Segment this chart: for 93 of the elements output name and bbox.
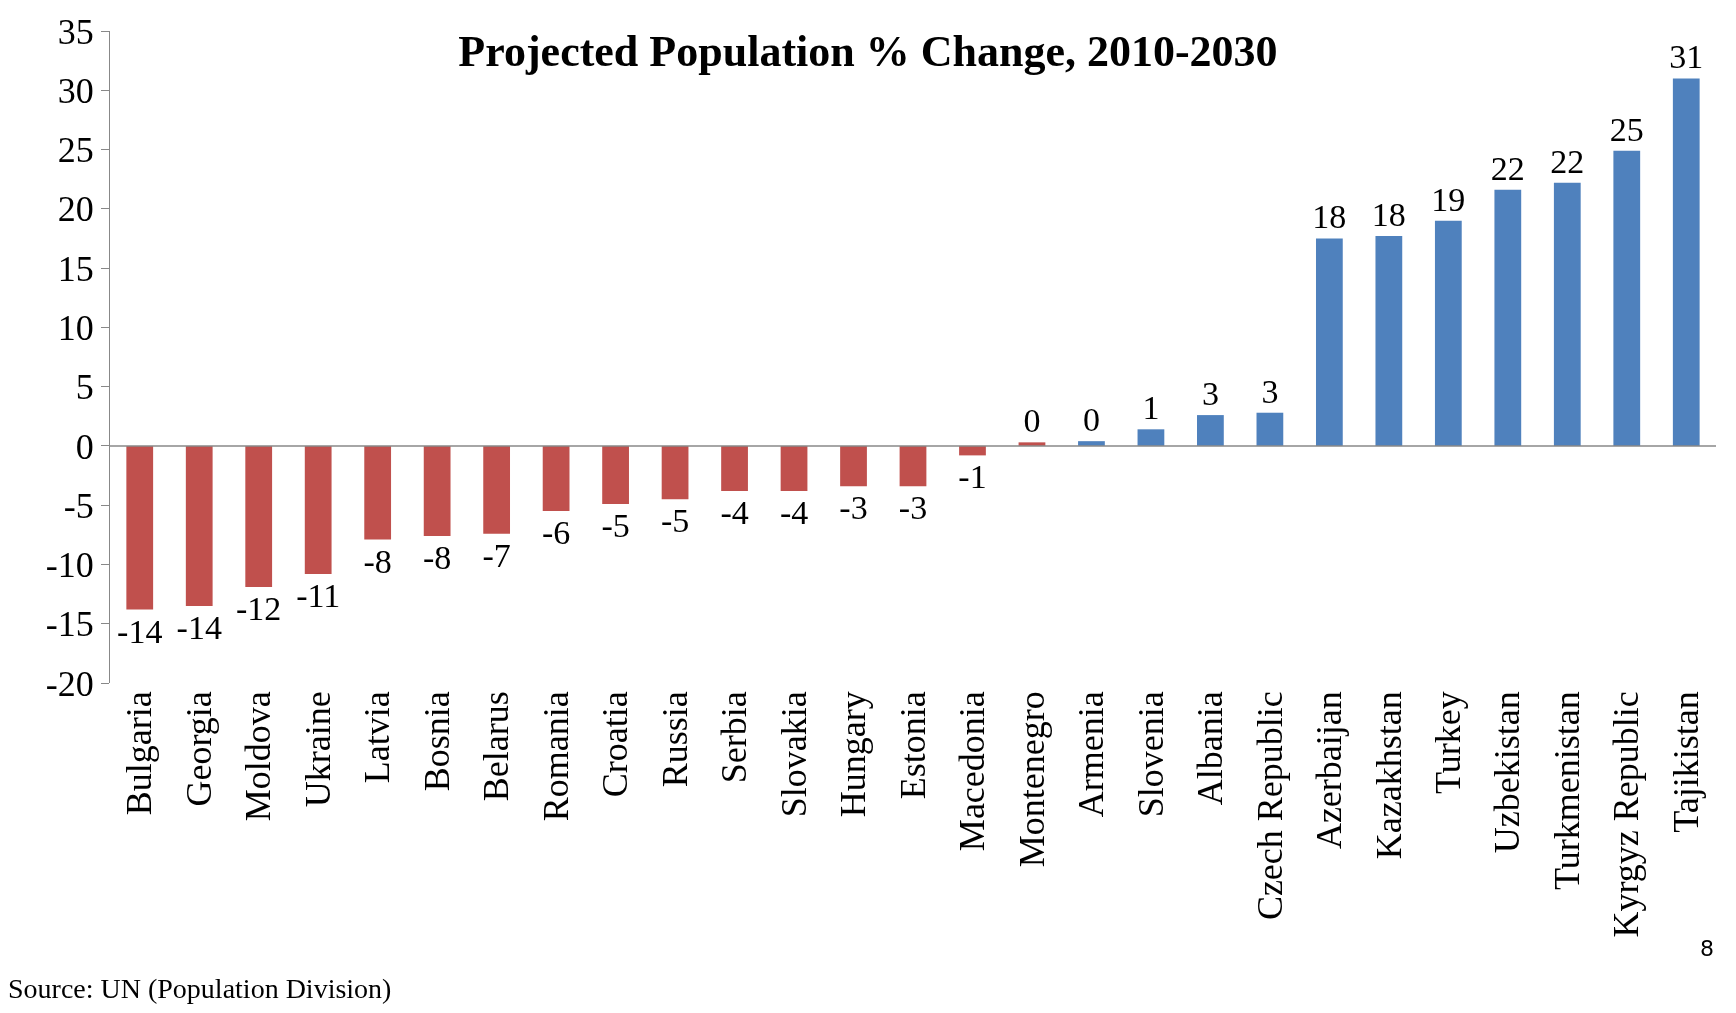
bar	[185, 445, 213, 606]
data-label: -8	[363, 542, 392, 580]
x-tick-label: Hungary	[833, 691, 874, 818]
x-tick-label: Turkey	[1428, 691, 1469, 794]
x-tick-label: Azerbaijan	[1309, 691, 1350, 850]
x-tick-label: Georgia	[178, 691, 219, 807]
data-label: 22	[1550, 142, 1585, 180]
y-tick-label: 15	[57, 248, 94, 289]
x-tick-label: Uzbekistan	[1487, 691, 1528, 854]
data-label: 25	[1609, 110, 1644, 148]
data-label: -11	[296, 576, 341, 614]
data-label: -12	[236, 589, 282, 627]
data-label: -5	[601, 507, 630, 544]
y-tick-label: 30	[57, 70, 94, 111]
text: 8	[1700, 936, 1714, 961]
bar	[721, 445, 748, 491]
x-tick-label: Slovenia	[1130, 691, 1171, 818]
data-label: 0	[1082, 401, 1100, 439]
x-tick-label: Romania	[535, 691, 576, 822]
y-tick-label: 20	[57, 189, 94, 230]
data-label: 0	[1023, 402, 1041, 440]
bar	[1613, 150, 1641, 446]
data-label: -5	[660, 502, 690, 540]
data-label: 18	[1371, 196, 1406, 234]
x-tick-label: Estonia	[892, 691, 933, 800]
x-tick-label: Kazakhstan	[1368, 691, 1409, 860]
x-tick-label: Ukraine	[297, 691, 338, 808]
data-label: -4	[720, 493, 749, 531]
data-label: 3	[1201, 375, 1219, 413]
source-note: Source: UN (Population Division)	[8, 973, 392, 1004]
data-label: 1	[1142, 389, 1160, 427]
y-tick-label: -15	[45, 604, 94, 645]
bar	[1256, 412, 1284, 446]
bar	[661, 445, 689, 500]
bar	[780, 445, 808, 491]
x-tick-label: Croatia	[595, 691, 636, 798]
y-tick-label: 5	[75, 367, 94, 408]
bar	[1137, 429, 1165, 446]
bar	[899, 445, 927, 487]
bar	[364, 445, 392, 540]
y-tick-label: 10	[57, 307, 94, 348]
bar	[126, 445, 154, 610]
data-label: -6	[541, 514, 571, 552]
data-label: -14	[176, 608, 222, 646]
x-tick-label: Tajikistan	[1665, 691, 1706, 833]
data-label: 22	[1490, 149, 1525, 187]
y-tick-label: 0	[75, 426, 94, 467]
y-tick-label: 35	[57, 11, 94, 52]
bar	[840, 445, 867, 487]
x-tick-label: Turkmenistan	[1547, 691, 1587, 890]
x-tick-label: Russia	[654, 691, 695, 788]
y-tick-label: -20	[45, 663, 94, 704]
bar	[1553, 182, 1581, 446]
data-label: -14	[117, 612, 163, 650]
x-tick-label: Macedonia	[952, 691, 993, 852]
x-tick-label: Bosnia	[416, 691, 457, 792]
x-tick-label: Slovakia	[773, 691, 814, 818]
data-label: -3	[898, 489, 928, 527]
bar	[1434, 220, 1462, 446]
bar	[483, 445, 511, 534]
x-tick-label: Albania	[1190, 691, 1231, 806]
bar	[542, 445, 570, 512]
data-label: 31	[1669, 38, 1704, 76]
data-label: -1	[958, 458, 987, 496]
y-tick-label: -10	[45, 545, 94, 586]
data-label: -8	[422, 539, 452, 576]
bar	[602, 445, 629, 504]
bar	[245, 445, 273, 587]
y-tick-label: -5	[63, 485, 94, 526]
x-tick-label: Latvia	[357, 691, 398, 784]
x-tick-label: Belarus	[476, 691, 517, 802]
x-tick-label: Montenegro	[1011, 691, 1052, 868]
x-tick-label: Bulgaria	[119, 691, 160, 816]
data-label: 3	[1261, 372, 1279, 410]
y-tick-label: 25	[57, 130, 94, 171]
x-tick-label: Serbia	[714, 691, 755, 784]
bar	[1494, 189, 1522, 446]
chart-title: Projected Population % Change, 2010-2030	[458, 27, 1278, 77]
x-tick-label: Moldova	[238, 691, 279, 822]
data-label: -7	[482, 536, 511, 574]
x-tick-label: Armenia	[1071, 691, 1112, 818]
bar	[304, 445, 332, 574]
x-tick-label: Czech Republic	[1249, 691, 1290, 921]
bar	[1197, 415, 1224, 446]
data-label: -3	[839, 489, 868, 527]
x-tick-label: Kyrgyz Republic	[1606, 691, 1647, 938]
bar	[1315, 238, 1343, 446]
data-label: 19	[1431, 180, 1466, 218]
bar	[1672, 78, 1700, 446]
data-label: -4	[779, 493, 809, 531]
data-label: 18	[1312, 198, 1347, 236]
bar	[423, 445, 451, 536]
bar	[1375, 236, 1403, 446]
